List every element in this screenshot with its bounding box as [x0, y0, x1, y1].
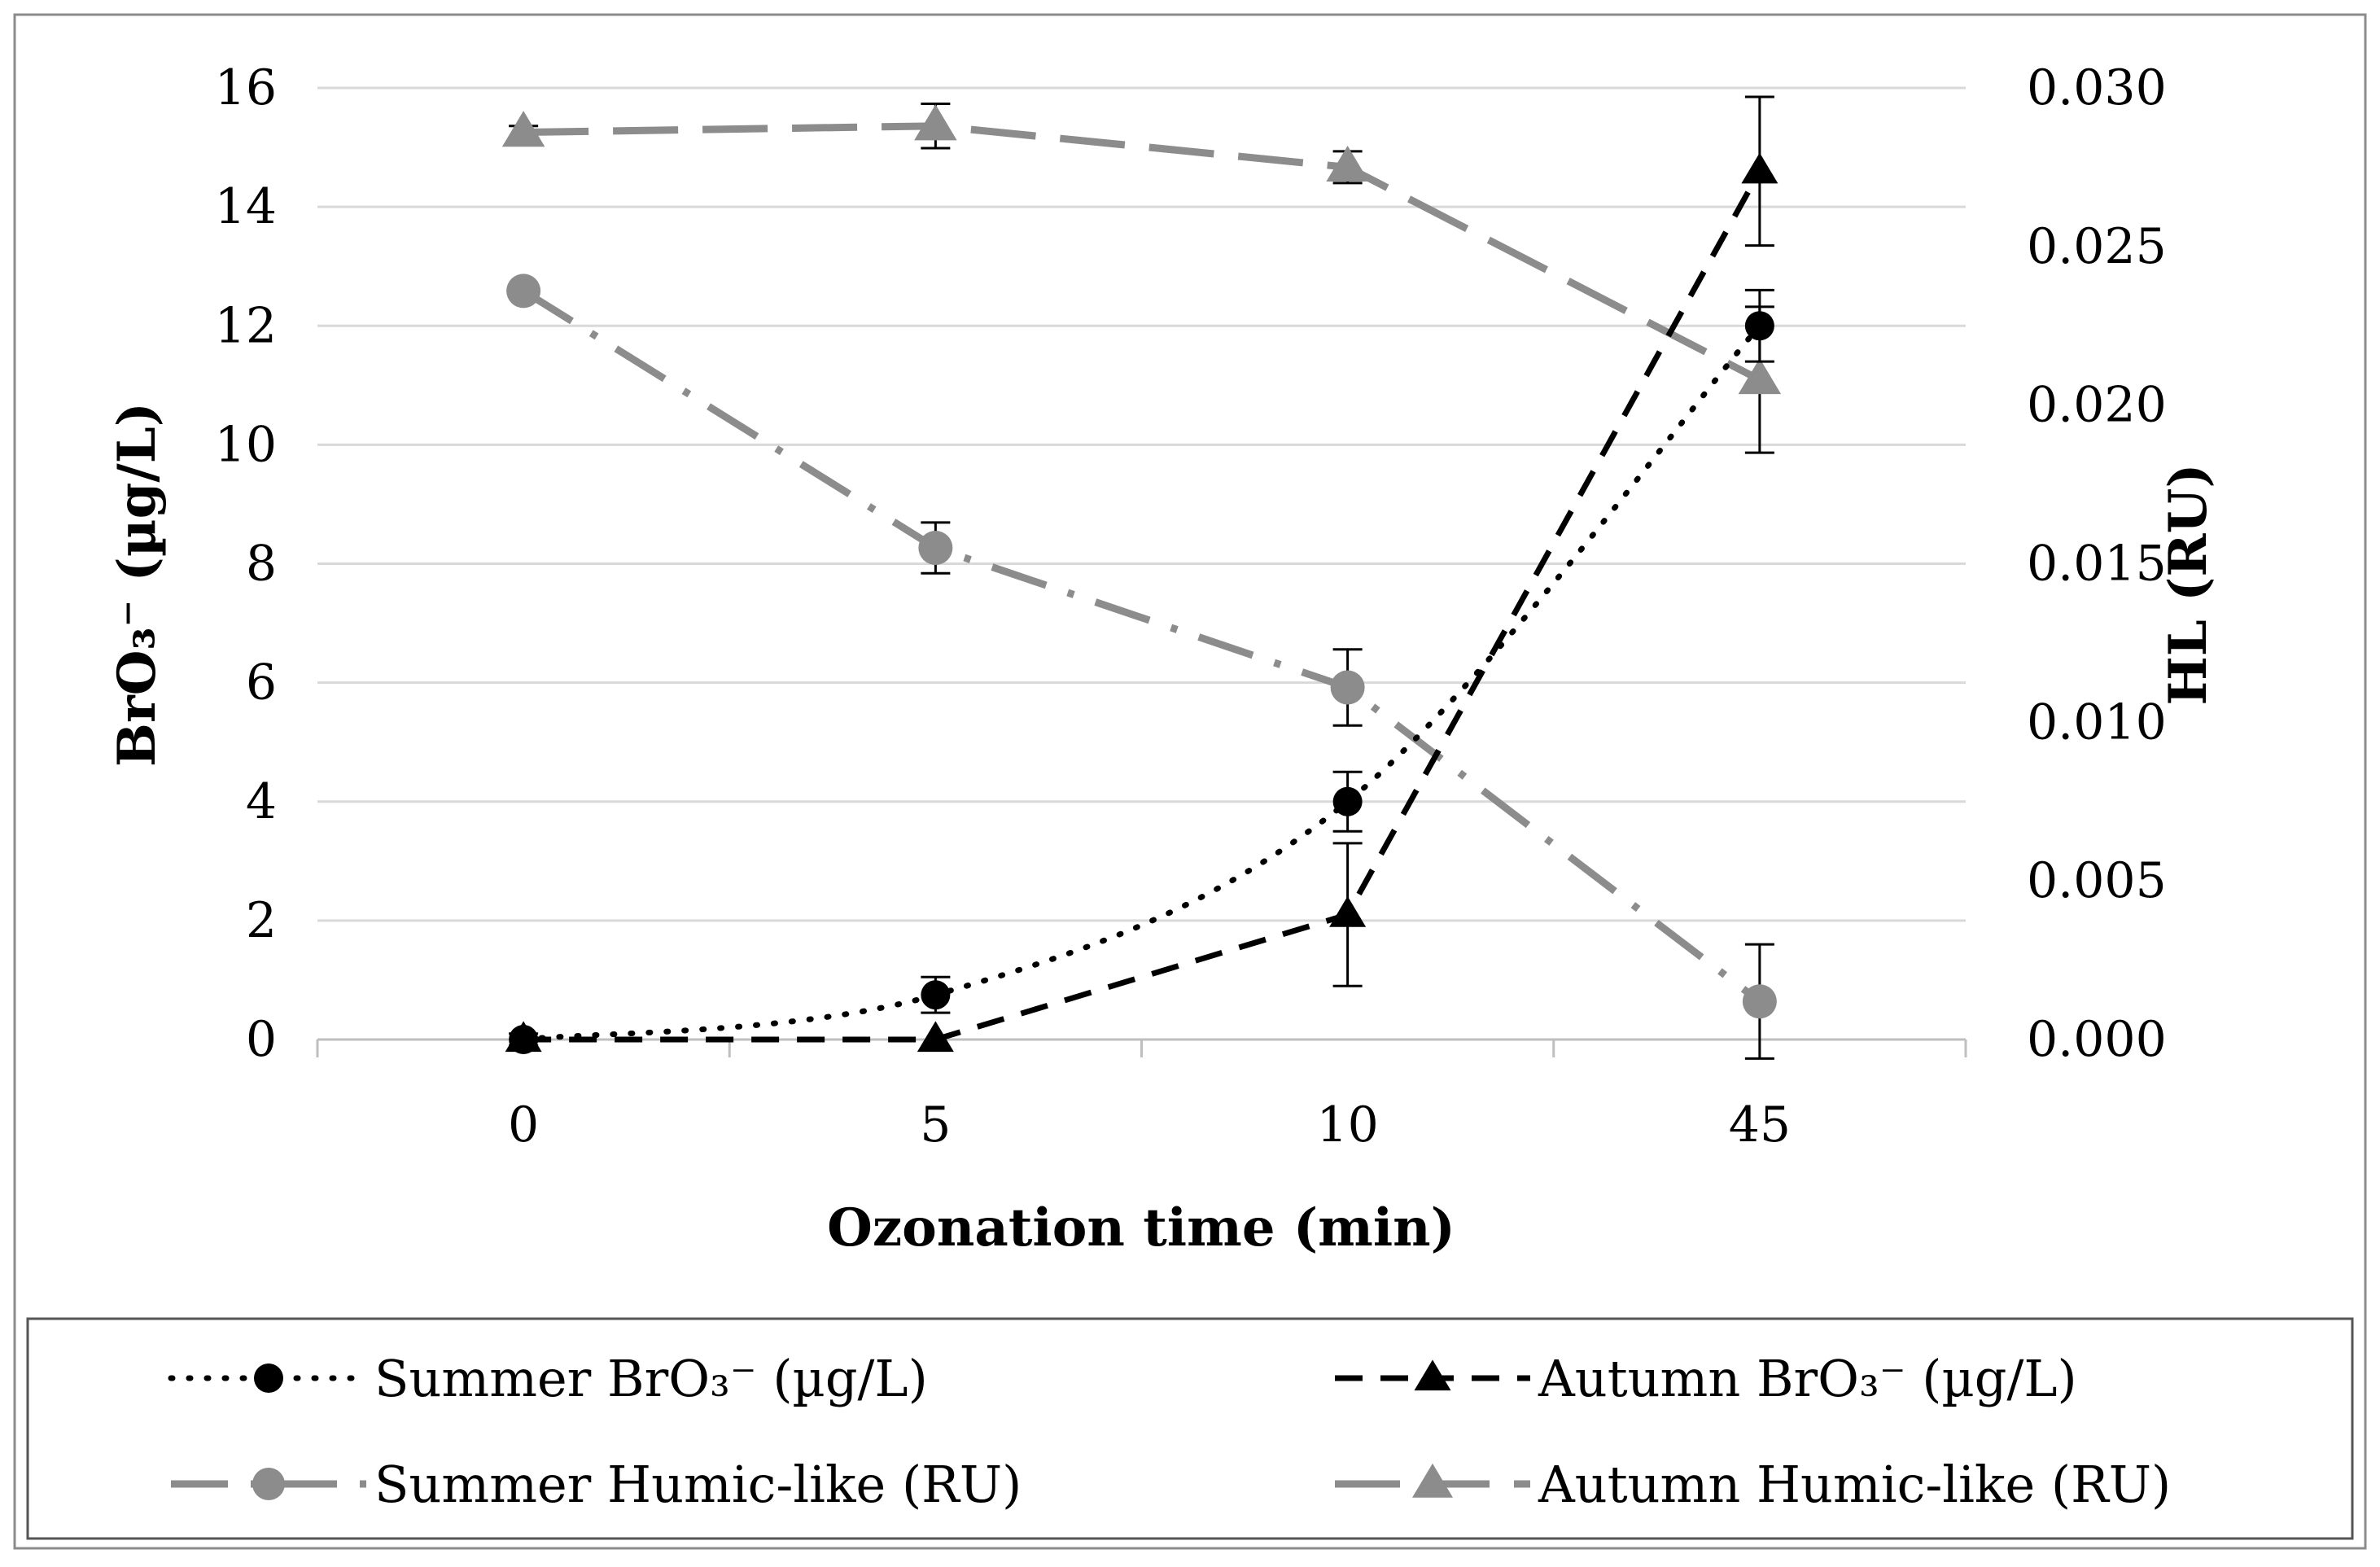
legend-marker — [252, 1468, 285, 1500]
y-tick-label: 12 — [215, 297, 277, 354]
y2-tick-label: 0.015 — [2027, 536, 2167, 593]
data-point — [921, 980, 950, 1009]
data-point — [1331, 670, 1365, 704]
y-tick-label: 4 — [246, 773, 277, 830]
legend-label: Autumn Humic-like (RU) — [1538, 1455, 2171, 1514]
y2-tick-label: 0.005 — [2027, 852, 2167, 909]
x-tick-label: 0 — [508, 1096, 539, 1153]
data-point — [509, 1025, 538, 1054]
chart-container: 0 2 4 6 8 10 12 14 16 0.000 0.005 0.010 0.015 0.020 0.… — [0, 0, 2380, 1563]
y2-tick-label: 0.025 — [2027, 218, 2167, 275]
legend-label: Autumn BrO₃⁻ (µg/L) — [1538, 1349, 2077, 1408]
y2-tick-label: 0.000 — [2027, 1011, 2167, 1068]
data-point — [918, 531, 952, 565]
x-tick-label: 45 — [1729, 1096, 1791, 1153]
y-axis-title-left: BrO₃⁻ (µg/L) — [107, 402, 168, 767]
data-point — [506, 274, 540, 308]
y-tick-label: 16 — [215, 59, 277, 116]
y-tick-label: 0 — [246, 1011, 277, 1068]
y-axis-title-right: HL (RU) — [2158, 463, 2219, 705]
y2-tick-label: 0.030 — [2027, 59, 2167, 116]
y-tick-label: 2 — [246, 892, 277, 949]
y-tick-label: 10 — [215, 416, 277, 473]
data-point — [1743, 984, 1777, 1018]
x-axis-title: Ozonation time (min) — [827, 1197, 1455, 1258]
y-tick-label: 8 — [246, 536, 277, 593]
legend-marker — [254, 1363, 283, 1393]
data-point — [1333, 787, 1363, 816]
y2-tick-label: 0.010 — [2027, 694, 2167, 751]
y-tick-label: 14 — [215, 178, 277, 235]
chart-svg: 0 2 4 6 8 10 12 14 16 0.000 0.005 0.010 0.015 0.020 0.… — [0, 0, 2380, 1563]
y2-tick-label: 0.020 — [2027, 377, 2167, 434]
x-tick-label: 10 — [1316, 1096, 1378, 1153]
legend-label: Summer Humic-like (RU) — [374, 1455, 1022, 1514]
data-point — [1745, 311, 1774, 340]
legend-label: Summer BrO₃⁻ (µg/L) — [374, 1349, 928, 1408]
y-tick-label: 6 — [246, 654, 277, 711]
x-tick-label: 5 — [920, 1096, 951, 1153]
